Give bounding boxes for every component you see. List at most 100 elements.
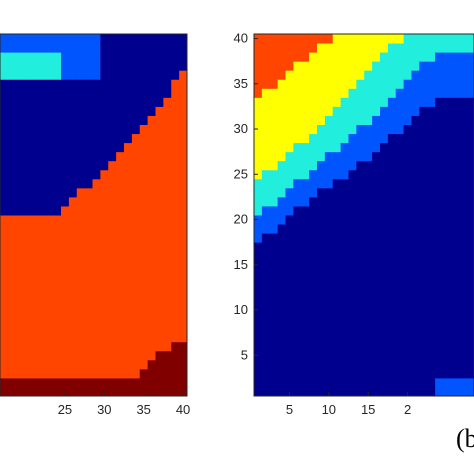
heatmap-cell — [403, 359, 413, 370]
heatmap-cell — [147, 287, 157, 297]
heatmap-cell — [443, 242, 452, 252]
heatmap-cell — [53, 305, 62, 316]
heatmap-cell — [0, 278, 7, 288]
heatmap-cell — [254, 323, 263, 334]
heatmap-cell — [387, 251, 397, 261]
heatmap-cell — [124, 133, 133, 144]
heatmap-cell — [254, 260, 263, 270]
heatmap-cell — [84, 106, 94, 116]
heatmap-cell — [84, 88, 94, 98]
heatmap-cell — [419, 133, 428, 144]
heatmap-cell — [450, 305, 460, 316]
heatmap-cell — [317, 215, 326, 225]
heatmap-cell — [466, 323, 474, 334]
heatmap-cell — [29, 386, 38, 396]
heatmap-cell — [139, 106, 149, 116]
heatmap-cell — [100, 260, 109, 270]
heatmap-cell — [395, 386, 405, 396]
heatmap-cell — [324, 169, 334, 180]
heatmap-cell — [139, 151, 149, 162]
heatmap-cell — [309, 79, 318, 89]
heatmap-cell — [340, 97, 350, 107]
heatmap-cell — [116, 269, 125, 279]
heatmap-cell — [340, 34, 350, 44]
heatmap-cell — [293, 269, 302, 279]
heatmap-cell — [309, 106, 318, 116]
heatmap-cell — [466, 359, 474, 370]
heatmap-cell — [269, 88, 279, 98]
heatmap-cell — [116, 377, 125, 388]
heatmap-cell — [435, 314, 444, 325]
heatmap-cell — [139, 178, 149, 189]
heatmap-cell — [100, 196, 109, 207]
y-tick-label: 5 — [241, 347, 248, 362]
heatmap-cell — [163, 386, 172, 396]
heatmap-cell — [116, 97, 125, 107]
heatmap-cell — [76, 224, 86, 234]
heatmap-cell — [435, 341, 444, 352]
heatmap-cell — [427, 70, 436, 80]
heatmap-cell — [45, 43, 54, 53]
heatmap-cell — [61, 79, 70, 89]
heatmap-cell — [0, 52, 7, 62]
heatmap-cell — [147, 88, 157, 98]
heatmap-cell — [68, 314, 78, 325]
heatmap-cell — [458, 124, 468, 135]
heatmap-cell — [277, 52, 287, 62]
heatmap-cell — [139, 332, 149, 343]
heatmap-cell — [45, 97, 54, 107]
heatmap-cell — [317, 377, 326, 388]
heatmap-cell — [395, 305, 405, 316]
heatmap-cell — [285, 43, 294, 53]
heatmap-cell — [61, 196, 70, 207]
heatmap-cell — [29, 52, 38, 62]
heatmap-cell — [403, 196, 413, 207]
heatmap-cell — [324, 359, 334, 370]
heatmap-cell — [131, 251, 141, 261]
heatmap-cell — [61, 70, 70, 80]
heatmap-cell — [261, 70, 271, 80]
heatmap-cell — [419, 359, 428, 370]
heatmap-cell — [403, 332, 413, 343]
heatmap-cell — [443, 233, 452, 243]
heatmap-cell — [163, 97, 172, 107]
heatmap-cell — [61, 142, 70, 153]
heatmap-cell — [171, 160, 180, 171]
heatmap-cell — [427, 52, 436, 62]
heatmap-cell — [317, 224, 326, 234]
heatmap-cell — [29, 323, 38, 334]
heatmap-cell — [340, 106, 350, 116]
heatmap-cell — [364, 233, 373, 243]
heatmap-cell — [261, 52, 271, 62]
heatmap-cell — [139, 224, 149, 234]
heatmap-cell — [254, 287, 263, 297]
heatmap-cell — [293, 233, 302, 243]
heatmap-cell — [139, 314, 149, 325]
heatmap-cell — [92, 70, 101, 80]
heatmap-cell — [61, 377, 70, 388]
heatmap-cell — [372, 350, 381, 361]
heatmap-cell — [76, 187, 86, 198]
heatmap-cell — [356, 178, 365, 189]
heatmap-cell — [29, 368, 38, 379]
heatmap-cell — [5, 341, 15, 352]
heatmap-cell — [356, 43, 365, 53]
heatmap-cell — [124, 368, 133, 379]
heatmap-cell — [340, 196, 350, 207]
heatmap-cell — [29, 251, 38, 261]
heatmap-cell — [131, 242, 141, 252]
heatmap-cell — [13, 34, 23, 44]
heatmap-cell — [419, 215, 428, 225]
heatmap-cell — [261, 160, 271, 171]
heatmap-cell — [139, 305, 149, 316]
heatmap-cell — [100, 151, 109, 162]
heatmap-cell — [356, 215, 365, 225]
heatmap-cell — [364, 368, 373, 379]
heatmap-cell — [61, 368, 70, 379]
heatmap-cell — [419, 70, 428, 80]
heatmap-cell — [317, 368, 326, 379]
heatmap-cell — [5, 151, 15, 162]
heatmap-cell — [387, 133, 397, 144]
heatmap-cell — [293, 160, 302, 171]
heatmap-cell — [395, 296, 405, 306]
